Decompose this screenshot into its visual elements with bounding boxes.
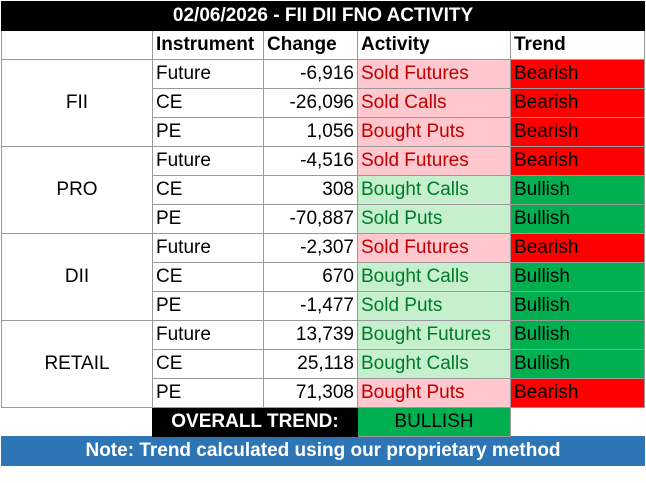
instrument-cell: Future [152, 59, 264, 89]
change-cell: -6,916 [263, 59, 358, 89]
party-label: RETAIL [1, 320, 153, 408]
instrument-cell: PE [152, 204, 264, 234]
trend-cell: Bullish [509, 320, 646, 350]
activity-cell: Sold Calls [357, 88, 511, 118]
activity-cell: Bought Calls [357, 175, 511, 205]
party-label: DII [1, 233, 153, 321]
table-row: PE 1,056 Bought Puts Bearish [2, 117, 646, 147]
header-row: Instrument Change Activity Trend [1, 30, 646, 60]
trend-cell: Bullish [509, 291, 646, 321]
change-cell: -4,516 [263, 146, 358, 176]
header-trend: Trend [509, 30, 646, 60]
table-row: CE -26,096 Sold Calls Bearish [2, 88, 646, 118]
table-row: DII Future -2,307 Sold Futures Bearish [1, 233, 646, 321]
trend-cell: Bearish [509, 378, 646, 408]
overall-trend-value: BULLISH [357, 407, 511, 437]
header-instrument: Instrument [152, 30, 264, 60]
note-row: Note: Trend calculated using our proprie… [0, 436, 646, 466]
activity-cell: Sold Puts [357, 291, 511, 321]
table-row: PE -1,477 Sold Puts Bullish [2, 291, 646, 321]
activity-cell: Bought Puts [357, 117, 511, 147]
party-label: PRO [1, 146, 153, 234]
change-cell: -1,477 [263, 291, 358, 321]
change-cell: -70,887 [263, 204, 358, 234]
table-row: RETAIL Future 13,739 Bought Futures Bullish [1, 320, 646, 408]
instrument-cell: Future [152, 320, 264, 350]
instrument-cell: CE [152, 88, 264, 118]
change-cell: 71,308 [263, 378, 358, 408]
trend-cell: Bearish [509, 88, 646, 118]
activity-cell: Sold Puts [357, 204, 511, 234]
change-cell: 308 [263, 175, 358, 205]
activity-cell: Sold Futures [357, 233, 511, 263]
change-cell: -26,096 [263, 88, 358, 118]
change-cell: -2,307 [263, 233, 358, 263]
instrument-cell: PE [152, 117, 264, 147]
instrument-cell: CE [152, 349, 264, 379]
activity-cell: Bought Puts [357, 378, 511, 408]
overall-row: OVERALL TREND: BULLISH [2, 407, 645, 437]
table-row: PE -70,887 Sold Puts Bullish [2, 204, 646, 234]
overall-trend-label: OVERALL TREND: [152, 407, 358, 437]
instrument-cell: Future [152, 146, 264, 176]
change-cell: 670 [263, 262, 358, 292]
overall-blank-right [511, 408, 645, 437]
change-cell: 1,056 [263, 117, 358, 147]
trend-cell: Bullish [509, 175, 646, 205]
activity-cell: Bought Futures [357, 320, 511, 350]
footnote: Note: Trend calculated using our proprie… [0, 436, 646, 466]
trend-cell: Bullish [509, 262, 646, 292]
overall-blank-left [2, 408, 153, 437]
trend-cell: Bearish [509, 117, 646, 147]
instrument-cell: Future [152, 233, 264, 263]
table-row: PE 71,308 Bought Puts Bearish [2, 378, 646, 408]
trend-cell: Bullish [509, 349, 646, 379]
header-activity: Activity [357, 30, 511, 60]
trend-cell: Bearish [509, 233, 646, 263]
activity-cell: Sold Futures [357, 59, 511, 89]
party-label: FII [1, 59, 153, 147]
trend-cell: Bearish [509, 146, 646, 176]
activity-cell: Bought Calls [357, 262, 511, 292]
trend-cell: Bearish [509, 59, 646, 89]
table-row: CE 670 Bought Calls Bullish [2, 262, 646, 292]
header-change: Change [263, 30, 358, 60]
instrument-cell: PE [152, 291, 264, 321]
activity-cell: Bought Calls [357, 349, 511, 379]
activity-cell: Sold Futures [357, 146, 511, 176]
instrument-cell: CE [152, 175, 264, 205]
header-party-blank [1, 30, 153, 60]
table-row: CE 308 Bought Calls Bullish [2, 175, 646, 205]
table-title: 02/06/2026 - FII DII FNO ACTIVITY [0, 1, 646, 31]
table-row: FII Future -6,916 Sold Futures Bearish [1, 59, 646, 147]
change-cell: 25,118 [263, 349, 358, 379]
table-row: PRO Future -4,516 Sold Futures Bearish [1, 146, 646, 234]
trend-cell: Bullish [509, 204, 646, 234]
instrument-cell: PE [152, 378, 264, 408]
instrument-cell: CE [152, 262, 264, 292]
fno-activity-table: 02/06/2026 - FII DII FNO ACTIVITY Instru… [0, 1, 646, 466]
change-cell: 13,739 [263, 320, 358, 350]
